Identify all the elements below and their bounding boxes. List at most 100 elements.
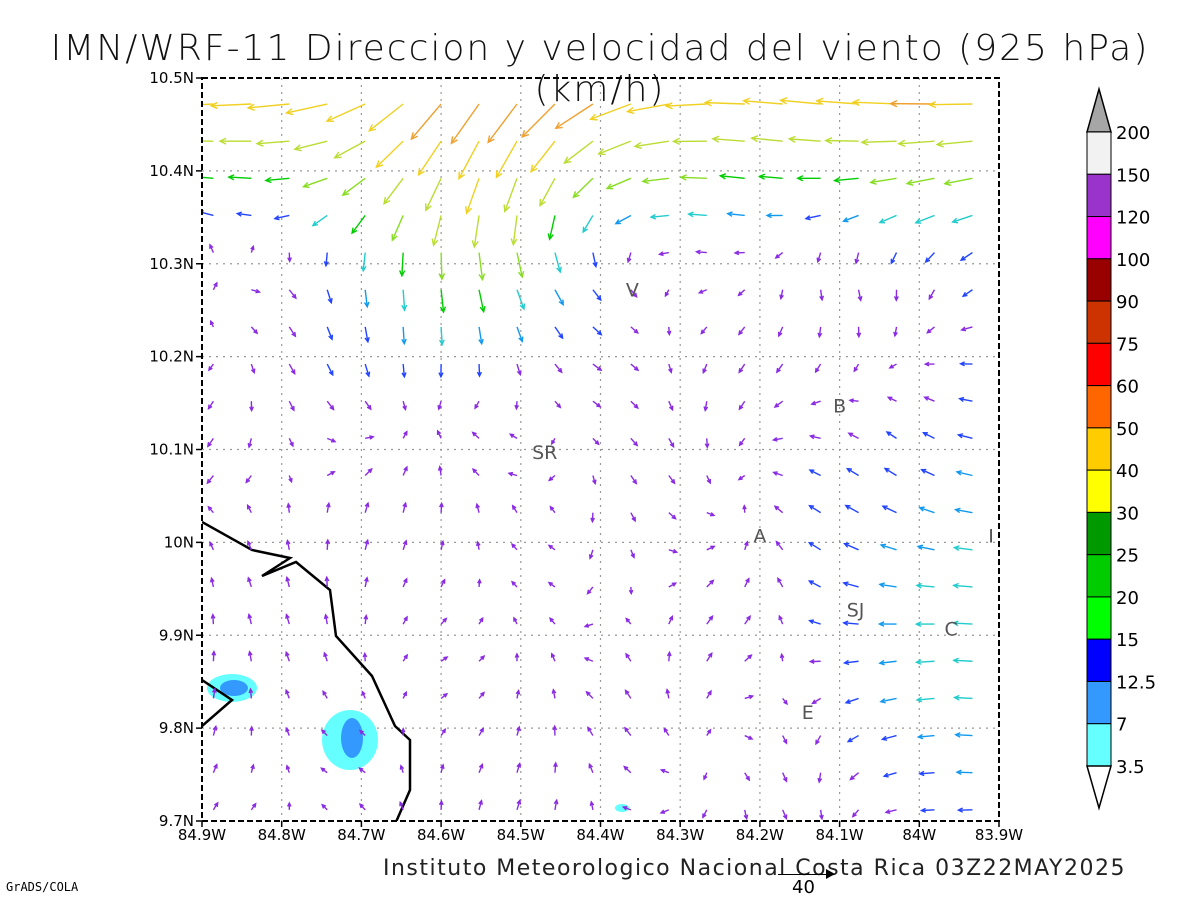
wind-vector	[808, 434, 821, 440]
wind-vector	[869, 177, 897, 185]
wind-vector	[465, 178, 480, 215]
colorbar-box	[1086, 638, 1112, 682]
wind-vector	[285, 764, 291, 773]
wind-vector	[285, 650, 290, 662]
wind-vector	[706, 689, 712, 699]
chart-title: IMN/WRF-11 Direccion y velocidad del vie…	[50, 28, 1150, 110]
wind-vector	[323, 613, 329, 625]
wind-vector	[697, 289, 708, 294]
wind-vector	[744, 654, 753, 662]
wind-vector	[706, 651, 713, 662]
wind-vector	[819, 809, 824, 821]
wind-vector	[625, 652, 632, 662]
wind-vector	[399, 252, 406, 278]
wind-vector	[209, 576, 215, 588]
wind-vector	[250, 802, 257, 811]
wind-vector	[843, 542, 859, 551]
site-label-sr: SR	[532, 442, 557, 464]
wind-vector	[478, 289, 486, 314]
wind-vector	[589, 800, 595, 810]
wind-vector	[955, 769, 973, 776]
site-labels: V SR B A SJ C E I	[532, 279, 994, 724]
wind-vector	[848, 398, 859, 404]
wind-vector	[628, 586, 634, 596]
wind-vector	[514, 652, 520, 662]
wind-vector	[439, 289, 447, 314]
wind-vector	[474, 400, 480, 410]
wind-vector	[782, 697, 788, 706]
wind-vector	[943, 177, 973, 186]
wind-vector	[399, 764, 405, 773]
colorbar-box	[1086, 723, 1112, 767]
wind-vector	[437, 465, 443, 476]
wind-vector	[914, 214, 935, 224]
wind-vector	[588, 549, 594, 560]
colorbar-label: 100	[1116, 250, 1150, 271]
wind-vector	[417, 140, 442, 177]
y-tick-label: 10.3N	[149, 255, 194, 273]
wind-vector	[326, 363, 334, 377]
wind-vector	[210, 613, 216, 625]
wind-vector	[706, 615, 714, 625]
wind-vector	[288, 363, 296, 376]
colorbar-box	[1086, 469, 1112, 513]
wind-vector	[844, 697, 859, 704]
x-tick-label: 84.1W	[815, 826, 863, 844]
wind-vector	[227, 174, 252, 181]
wind-vector	[671, 137, 707, 146]
wind-vector	[325, 538, 331, 550]
wind-vector	[897, 139, 935, 148]
wind-vector	[251, 288, 261, 294]
wind-vector	[630, 512, 636, 523]
wind-vector	[235, 211, 252, 217]
wind-vector	[832, 176, 859, 184]
site-label-i: I	[988, 525, 994, 547]
wind-vector	[326, 326, 334, 341]
wind-vector	[530, 140, 556, 173]
wind-vector	[737, 326, 746, 336]
wind-vector	[668, 512, 677, 520]
wind-vector	[664, 102, 707, 110]
wind-vector	[212, 801, 219, 811]
wind-vector	[587, 726, 594, 736]
wind-vector	[583, 623, 594, 628]
wind-vector	[513, 616, 518, 625]
colorbar-box	[1086, 554, 1112, 598]
wind-vector	[668, 582, 678, 588]
wind-vector	[440, 617, 448, 625]
wind-vector	[782, 735, 788, 745]
x-tick-label: 84.3W	[656, 826, 704, 844]
wind-vector	[842, 581, 859, 588]
wind-vector	[341, 177, 366, 197]
wind-vector	[516, 725, 521, 736]
wind-vector	[211, 687, 217, 699]
wind-vector	[553, 761, 558, 773]
wind-vector	[550, 652, 556, 662]
wind-vector	[592, 289, 602, 302]
wind-vector	[293, 140, 328, 152]
wind-vector	[772, 471, 783, 477]
wind-vector	[572, 177, 594, 199]
wind-vector	[325, 103, 366, 123]
wind-vector	[209, 243, 215, 253]
wind-vector	[808, 504, 821, 514]
wind-vector	[807, 541, 821, 551]
wind-vector	[706, 545, 716, 551]
wind-vector	[592, 252, 598, 269]
wind-vector	[846, 734, 859, 743]
site-label-b: B	[833, 395, 846, 417]
wind-vector	[563, 140, 594, 164]
wind-vector	[630, 289, 638, 299]
wind-vector	[364, 538, 370, 550]
wind-vector	[588, 762, 594, 773]
wind-vector	[960, 326, 973, 332]
wind-vector	[358, 729, 366, 737]
wind-vector	[782, 772, 788, 783]
wind-vector	[851, 809, 860, 818]
wind-vector	[750, 135, 783, 143]
wind-vector	[402, 577, 408, 588]
wind-vector	[364, 467, 373, 476]
wind-vector	[248, 687, 254, 699]
wind-vector	[779, 289, 784, 301]
wind-vector	[250, 244, 255, 253]
